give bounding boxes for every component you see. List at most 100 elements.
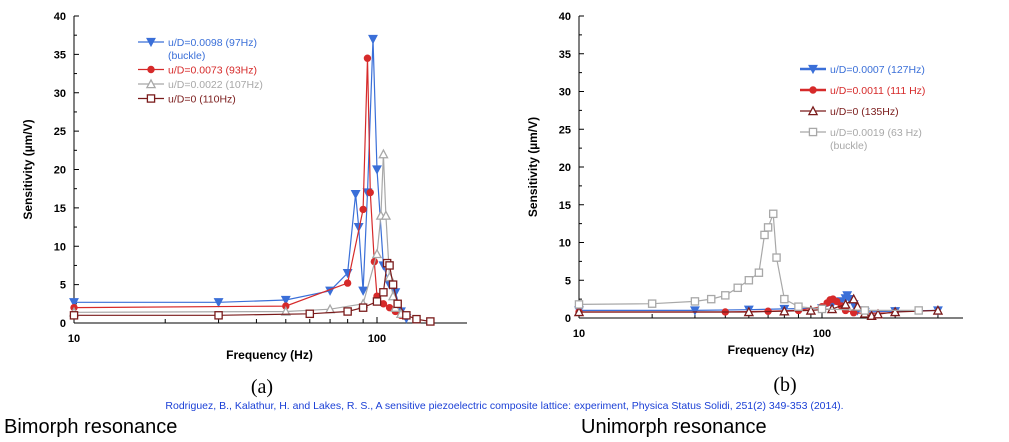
data-point — [574, 300, 584, 309]
data-point — [368, 34, 378, 45]
y-tick-label: 20 — [54, 165, 66, 177]
data-point — [647, 299, 657, 308]
legend-marker — [146, 37, 156, 48]
panel-label: (b) — [773, 374, 796, 396]
legend-entry: u/D=0 (135Hz) — [830, 106, 899, 118]
x-tick-label: 10 — [68, 333, 80, 345]
x-axis-title: Frequency (Hz) — [728, 343, 815, 357]
y-tick-label: 35 — [54, 49, 66, 61]
citation-text: Rodriguez, B., Kalathur, H. and Lakes, R… — [165, 400, 844, 412]
legend-marker — [146, 94, 156, 103]
y-tick-label: 40 — [54, 11, 66, 23]
data-point — [372, 297, 382, 306]
data-point — [343, 279, 352, 287]
series-line — [578, 213, 919, 311]
legend-entry: u/D=0.0022 (107Hz) — [168, 79, 263, 91]
y-tick-label: 0 — [565, 313, 571, 325]
data-point — [69, 298, 79, 308]
x-tick-label: 100 — [813, 328, 831, 340]
data-point — [914, 306, 923, 315]
data-point — [932, 304, 944, 315]
data-point — [385, 261, 394, 270]
data-point — [690, 306, 700, 316]
y-tick-label: 10 — [559, 238, 571, 250]
x-axis-title: Frequency (Hz) — [226, 348, 313, 362]
series-line — [579, 298, 938, 317]
data-point — [280, 295, 291, 306]
data-point — [380, 210, 392, 220]
legend-marker — [147, 65, 155, 74]
data-point — [387, 290, 399, 301]
data-point — [690, 297, 700, 306]
data-point — [343, 307, 352, 316]
data-point — [402, 311, 411, 320]
chart-panel-b: 0 5 10 15 20 25 30 35 40 10 100 Frequency (Hz) Sensi… — [526, 11, 963, 396]
data-point — [848, 293, 859, 304]
data-point — [794, 302, 803, 311]
legend-entry: u/D=0.0073 (93Hz) — [168, 65, 257, 77]
data-point — [754, 268, 764, 277]
data-point — [213, 298, 224, 308]
y-tick-label: 15 — [54, 203, 66, 215]
y-tick-label: 5 — [565, 275, 571, 287]
legend-marker — [808, 127, 818, 137]
data-point — [889, 306, 901, 317]
legend-entry: u/D=0.0011 (111 Hz) — [830, 85, 925, 97]
y-tick-label: 25 — [54, 126, 66, 138]
data-point — [388, 280, 398, 289]
data-point — [379, 288, 388, 297]
y-axis-title: Sensitivity (µm/V) — [21, 119, 35, 219]
y-tick-label: 10 — [54, 241, 66, 253]
data-point — [817, 304, 827, 314]
data-point — [305, 309, 315, 319]
chart-panel-a: 0 5 10 15 20 25 30 35 40 10 100 Frequency (Hz) Sensi… — [21, 11, 467, 398]
data-point — [426, 317, 435, 326]
series-2 — [573, 293, 944, 320]
data-point — [872, 308, 884, 319]
data-point — [358, 286, 369, 296]
data-point — [366, 188, 374, 197]
data-point — [412, 314, 421, 324]
data-point — [280, 306, 291, 316]
y-tick-label: 30 — [559, 87, 571, 99]
data-point — [573, 306, 585, 317]
data-point — [371, 248, 383, 259]
x-tick-label: 100 — [368, 333, 386, 345]
panel-label: (a) — [251, 376, 273, 398]
y-tick-label: 20 — [559, 162, 571, 174]
caption-unimorph: Unimorph resonance — [581, 416, 767, 438]
caption-bimorph: Bimorph resonance — [4, 416, 178, 438]
legend-marker — [145, 78, 157, 89]
data-point — [363, 54, 372, 62]
legend-entry: u/D=0.0019 (63 Hz) — [830, 127, 922, 139]
legend-entry-note: (buckle) — [168, 50, 205, 62]
data-point — [350, 189, 361, 200]
legend-marker — [809, 86, 817, 94]
y-tick-label: 35 — [559, 49, 571, 61]
data-point — [359, 205, 367, 214]
data-point — [721, 291, 730, 300]
legend-marker — [808, 64, 818, 75]
y-tick-label: 40 — [559, 11, 571, 23]
legend-entry: u/D=0 (110Hz) — [168, 94, 236, 106]
legend-marker — [807, 105, 819, 116]
data-point — [69, 311, 79, 320]
data-point — [706, 294, 716, 304]
data-point — [358, 303, 368, 312]
series-1 — [70, 54, 405, 320]
y-tick-label: 0 — [60, 318, 66, 330]
data-point — [378, 148, 389, 159]
data-point — [768, 209, 778, 219]
data-point — [833, 297, 841, 306]
data-point — [780, 294, 789, 304]
data-point — [743, 306, 755, 317]
legend-entry-note: (buckle) — [830, 140, 867, 152]
y-tick-label: 15 — [559, 200, 571, 212]
data-point — [760, 230, 769, 240]
y-tick-label: 30 — [54, 88, 66, 100]
data-point — [860, 306, 870, 315]
series-3 — [69, 258, 435, 326]
legend-entry: u/D=0.0007 (127Hz) — [830, 64, 925, 76]
data-point — [840, 298, 851, 309]
